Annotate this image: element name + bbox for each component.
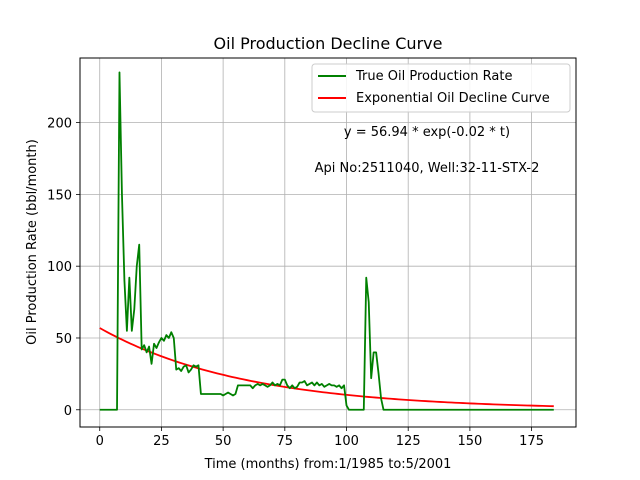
series-true-production-line (99, 71, 554, 411)
legend-label-true-rate: True Oil Production Rate (355, 69, 512, 84)
x-tick-label: 100 (334, 434, 359, 449)
well-annotation: Api No:2511040, Well:32-11-STX-2 (315, 161, 540, 176)
legend-box (311, 63, 571, 113)
x-tick-label: 0 (96, 434, 104, 449)
x-tick-label: 125 (396, 434, 421, 449)
x-tick-label: 150 (457, 434, 482, 449)
y-tick-label: 150 (47, 188, 72, 203)
y-tick-label: 50 (55, 332, 72, 347)
chart-title: Oil Production Decline Curve (214, 34, 443, 53)
x-axis-ticks: 0 25 50 75 100 125 150 175 (96, 427, 544, 449)
legend: True Oil Production Rate Exponential Oil… (311, 63, 571, 113)
x-tick-label: 175 (519, 434, 544, 449)
y-tick-label: 0 (64, 404, 72, 419)
grid-lines (80, 58, 576, 427)
x-tick-label: 25 (153, 434, 170, 449)
y-axis-label: Oil Production Rate (bbl/month) (25, 139, 40, 345)
y-tick-label: 200 (47, 117, 72, 132)
x-tick-label: 50 (215, 434, 232, 449)
y-axis-ticks: 0 50 100 150 200 (47, 117, 80, 419)
x-tick-label: 75 (277, 434, 294, 449)
plot-frame (79, 57, 577, 428)
equation-annotation: y = 56.94 * exp(-0.02 * t) (344, 125, 510, 140)
series-layer (99, 71, 554, 411)
x-axis-label: Time (months) from:1/1985 to:5/2001 (204, 457, 452, 472)
legend-label-exponential: Exponential Oil Decline Curve (356, 91, 550, 106)
y-tick-label: 100 (47, 260, 72, 275)
